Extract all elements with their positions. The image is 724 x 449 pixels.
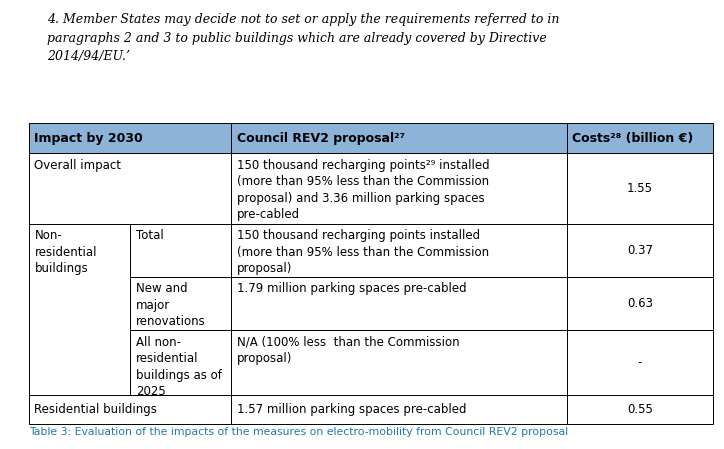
Text: N/A (100% less  than the Commission
proposal): N/A (100% less than the Commission propo…: [237, 336, 460, 365]
Text: -: -: [638, 356, 642, 369]
Bar: [130, 330, 232, 395]
Bar: [232, 395, 567, 424]
Text: Total: Total: [135, 229, 164, 242]
Text: Costs²⁸ (billion €): Costs²⁸ (billion €): [572, 132, 694, 145]
Bar: [567, 277, 713, 330]
Bar: [567, 395, 713, 424]
Text: Residential buildings: Residential buildings: [35, 403, 157, 416]
Bar: [567, 123, 713, 153]
Bar: [29, 224, 130, 395]
Text: 1.55: 1.55: [627, 182, 653, 195]
Text: Impact by 2030: Impact by 2030: [35, 132, 143, 145]
Bar: [232, 123, 567, 153]
Text: Non-
residential
buildings: Non- residential buildings: [35, 229, 97, 275]
Text: 1.79 million parking spaces pre-cabled: 1.79 million parking spaces pre-cabled: [237, 282, 466, 295]
Text: Table 3: Evaluation of the impacts of the measures on electro-mobility from Coun: Table 3: Evaluation of the impacts of th…: [29, 427, 568, 437]
Text: 1.57 million parking spaces pre-cabled: 1.57 million parking spaces pre-cabled: [237, 403, 466, 416]
Text: 0.55: 0.55: [627, 403, 653, 416]
Bar: [29, 123, 232, 153]
Text: Overall impact: Overall impact: [35, 158, 122, 172]
Text: All non-
residential
buildings as of
2025: All non- residential buildings as of 202…: [135, 336, 222, 398]
Text: 150 thousand recharging points installed
(more than 95% less than the Commission: 150 thousand recharging points installed…: [237, 229, 489, 275]
Bar: [29, 153, 232, 224]
Bar: [567, 153, 713, 224]
Bar: [232, 330, 567, 395]
Bar: [567, 330, 713, 395]
Bar: [130, 224, 232, 277]
Bar: [567, 224, 713, 277]
Bar: [232, 277, 567, 330]
Bar: [130, 277, 232, 330]
Text: New and
major
renovations: New and major renovations: [135, 282, 206, 329]
Text: 0.37: 0.37: [627, 244, 653, 257]
Bar: [29, 395, 232, 424]
Text: 150 thousand recharging points²⁹ installed
(more than 95% less than the Commissi: 150 thousand recharging points²⁹ install…: [237, 158, 489, 221]
Bar: [232, 224, 567, 277]
Text: 4. Member States may decide not to set or apply the requirements referred to in
: 4. Member States may decide not to set o…: [47, 13, 560, 63]
Bar: [232, 153, 567, 224]
Text: Council REV2 proposal²⁷: Council REV2 proposal²⁷: [237, 132, 405, 145]
Text: 0.63: 0.63: [627, 297, 653, 310]
